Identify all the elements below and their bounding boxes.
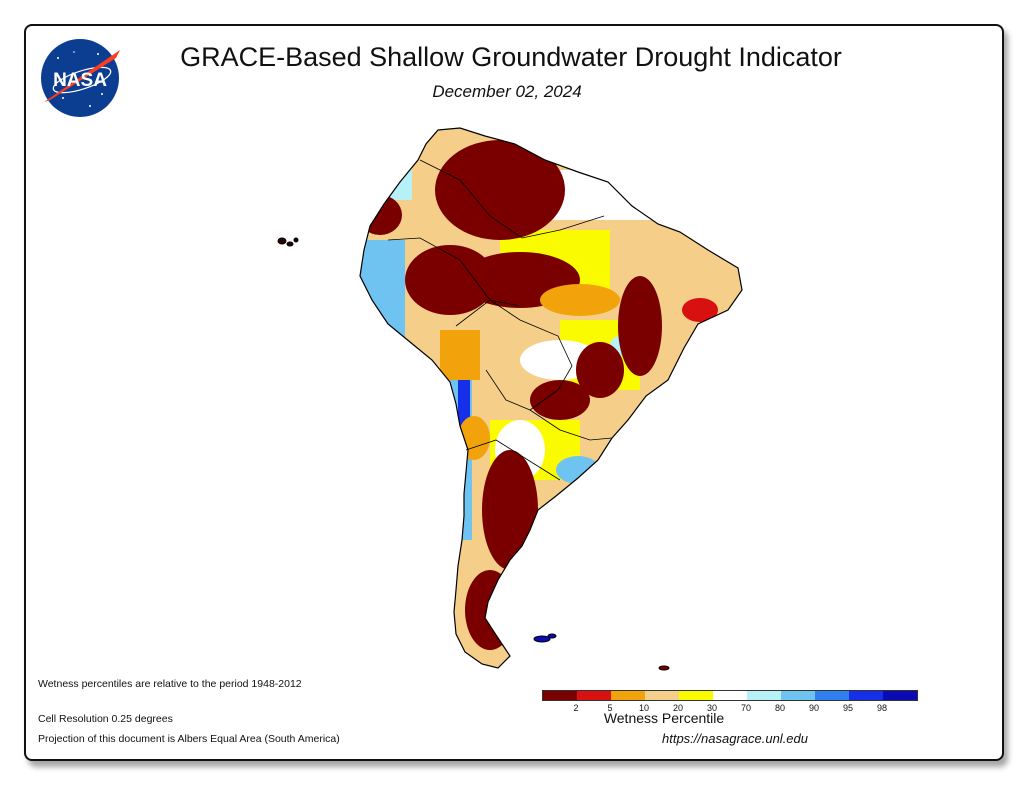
legend-swatch <box>679 691 713 700</box>
falkland-islands <box>533 633 557 643</box>
resolution-note: Cell Resolution 0.25 degrees <box>38 713 173 725</box>
legend-swatch <box>645 691 679 700</box>
legend-swatch <box>849 691 883 700</box>
legend-tick-label: 98 <box>876 703 888 713</box>
legend-tick-label: 10 <box>638 703 650 713</box>
projection-note: Projection of this document is Albers Eq… <box>38 733 340 745</box>
legend-tick-label: 95 <box>842 703 854 713</box>
wetness-legend: 2 5 10 20 30 70 80 90 95 98 <box>542 690 918 713</box>
south-america-map <box>260 120 780 680</box>
legend-tick-label: 90 <box>808 703 820 713</box>
map-title: GRACE-Based Shallow Groundwater Drought … <box>180 42 842 72</box>
legend-tick-label: 80 <box>774 703 786 713</box>
legend-swatch <box>577 691 611 700</box>
source-url: https://nasagrace.unl.edu <box>662 731 808 746</box>
legend-swatch <box>611 691 645 700</box>
legend-color-bar <box>542 690 918 701</box>
legend-swatch <box>883 691 917 700</box>
legend-tick-label: 2 <box>573 703 579 713</box>
country-borders <box>387 159 613 481</box>
legend-ticks: 2 5 10 20 30 70 80 90 95 98 <box>542 701 918 713</box>
legend-tick-label: 5 <box>607 703 613 713</box>
legend-swatch <box>747 691 781 700</box>
galapagos-islands <box>277 237 299 247</box>
legend-tick-label: 30 <box>706 703 718 713</box>
legend-tick-label: 20 <box>672 703 684 713</box>
map-date: December 02, 2024 <box>432 82 582 101</box>
nasa-logo-text: NASA <box>53 70 107 91</box>
legend-swatch <box>815 691 849 700</box>
wetness-raster <box>360 128 742 668</box>
legend-swatch <box>781 691 815 700</box>
legend-tick-label: 70 <box>740 703 752 713</box>
legend-swatch <box>543 691 577 700</box>
south-georgia-island <box>658 665 670 671</box>
nasa-logo: NASA <box>38 36 122 120</box>
period-note: Wetness percentiles are relative to the … <box>38 678 302 690</box>
legend-swatch <box>713 691 747 700</box>
legend-title: Wetness Percentile <box>603 710 725 726</box>
